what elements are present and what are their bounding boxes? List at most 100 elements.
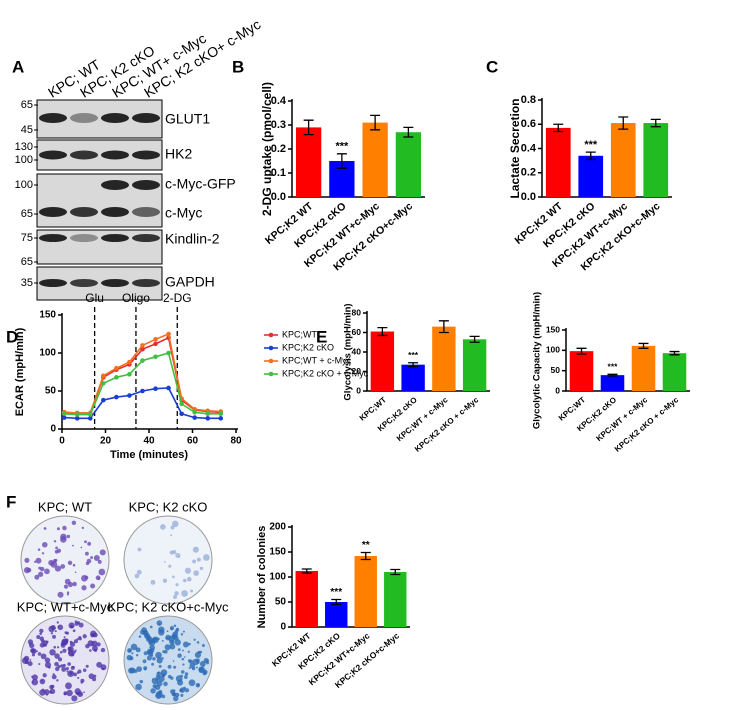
colony: [191, 666, 196, 671]
colony: [177, 653, 182, 658]
colony: [206, 661, 210, 665]
colony: [50, 632, 54, 635]
colony: [155, 692, 162, 700]
panel-label: D: [6, 327, 18, 346]
point: [205, 411, 211, 417]
y-tick-label: 0.4: [521, 142, 537, 154]
colony: [48, 625, 55, 633]
colony: [172, 550, 177, 555]
colony: [84, 575, 89, 580]
colony: [171, 520, 179, 528]
blot-band: [70, 150, 98, 160]
point: [166, 331, 171, 337]
bar: [395, 132, 422, 197]
colony: [152, 636, 159, 644]
mw-marker: 130: [15, 141, 33, 153]
colony: [31, 674, 38, 681]
point: [74, 416, 80, 421]
colony: [72, 581, 77, 587]
colony: [77, 676, 80, 680]
bar: [600, 375, 625, 391]
blot-band: [132, 234, 160, 242]
x-tick-label: 0: [59, 436, 65, 447]
colony: [138, 635, 142, 638]
colony: [71, 695, 78, 702]
colony: [170, 534, 173, 537]
significance: **: [362, 540, 370, 551]
y-tick-label: 50: [551, 365, 561, 375]
colony: [150, 579, 156, 585]
colony: [102, 667, 105, 670]
bar: [662, 353, 687, 391]
colony: [74, 620, 78, 623]
point: [179, 401, 184, 407]
colony: [143, 666, 148, 671]
colony: [172, 575, 175, 579]
colony: [39, 632, 42, 636]
colony: [56, 679, 59, 682]
colony: [44, 657, 51, 663]
colony: [97, 559, 102, 564]
protein-label: HK2: [165, 146, 192, 162]
mw-marker: 45: [21, 124, 33, 136]
mw-marker: 100: [15, 154, 33, 166]
legend-label: KPC;K2 cKO: [282, 342, 334, 352]
colony: [130, 643, 138, 651]
colony: [51, 684, 55, 689]
colony: [39, 689, 46, 696]
colony: [38, 662, 41, 666]
colony: [42, 673, 47, 678]
colony: [169, 643, 176, 650]
plate: [123, 515, 213, 605]
error-bar: [336, 153, 347, 169]
blot-band: [101, 150, 129, 160]
colony: [135, 683, 142, 691]
colony: [93, 555, 100, 561]
x-axis-label: Time (minutes): [110, 449, 188, 461]
colony: [54, 661, 59, 667]
panel-label: C: [486, 57, 498, 76]
colony: [163, 561, 166, 563]
colony: [172, 660, 175, 662]
blot-band: [39, 234, 67, 242]
colony: [98, 568, 106, 576]
colony: [175, 583, 179, 587]
blot-band: [132, 150, 160, 160]
bar: [370, 331, 395, 391]
plate: [20, 515, 110, 605]
colony: [63, 691, 68, 696]
colony: [64, 631, 68, 635]
bar: [384, 572, 407, 627]
error-bar: [303, 119, 314, 136]
blot-band: [39, 207, 67, 217]
colony: [175, 675, 183, 683]
colony: [23, 567, 31, 574]
colony: [131, 652, 134, 655]
colony: [126, 654, 133, 661]
colony: [59, 650, 63, 654]
colony: [168, 635, 175, 643]
colony: [60, 664, 64, 668]
significance: ***: [408, 350, 419, 360]
y-tick-label: 200: [269, 522, 286, 533]
colony: [168, 564, 172, 568]
colony: [180, 633, 184, 636]
y-tick-label: 20: [352, 366, 362, 376]
colony: [51, 674, 57, 680]
mw-marker: 65: [21, 208, 33, 220]
mw-marker: 75: [21, 232, 33, 244]
colony: [150, 688, 156, 694]
colony: [196, 683, 200, 687]
colony: [184, 672, 189, 676]
y-tick-label: 0.4: [271, 95, 287, 107]
colony: [62, 648, 67, 653]
error-bar: [469, 335, 480, 343]
bar: [643, 123, 669, 197]
colony: [183, 686, 186, 690]
colony: [64, 578, 71, 585]
colony: [175, 627, 180, 632]
error-bar: [390, 568, 401, 576]
colony: [43, 527, 47, 530]
x-tick-label: KPC;WT: [557, 395, 587, 423]
